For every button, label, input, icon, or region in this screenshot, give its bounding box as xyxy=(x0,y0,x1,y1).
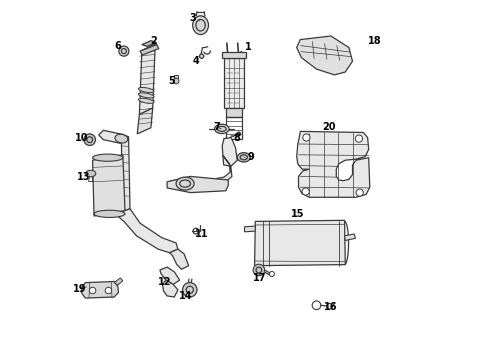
Polygon shape xyxy=(140,45,159,55)
Polygon shape xyxy=(92,155,125,216)
Text: 20: 20 xyxy=(322,122,335,132)
Ellipse shape xyxy=(92,154,122,161)
Polygon shape xyxy=(296,131,369,197)
Circle shape xyxy=(84,134,95,145)
Text: 7: 7 xyxy=(213,122,221,132)
Polygon shape xyxy=(344,234,355,240)
Ellipse shape xyxy=(192,16,208,35)
Text: 13: 13 xyxy=(76,172,90,182)
Circle shape xyxy=(355,189,363,196)
Ellipse shape xyxy=(237,153,250,162)
Polygon shape xyxy=(139,44,155,114)
Text: 11: 11 xyxy=(195,229,208,239)
Text: 2: 2 xyxy=(150,36,157,46)
Polygon shape xyxy=(99,130,125,143)
Text: 18: 18 xyxy=(367,36,381,46)
Text: 3: 3 xyxy=(188,13,199,23)
Ellipse shape xyxy=(138,98,154,103)
Polygon shape xyxy=(160,267,179,284)
Text: 15: 15 xyxy=(290,209,304,219)
Circle shape xyxy=(182,283,197,297)
Circle shape xyxy=(355,135,362,142)
Text: 9: 9 xyxy=(244,152,254,162)
Polygon shape xyxy=(114,278,122,285)
Polygon shape xyxy=(222,52,245,58)
Text: 19: 19 xyxy=(73,284,86,294)
Ellipse shape xyxy=(94,210,125,217)
Text: 6: 6 xyxy=(114,41,121,51)
Polygon shape xyxy=(225,108,242,117)
Ellipse shape xyxy=(214,124,228,134)
Circle shape xyxy=(253,264,264,276)
Ellipse shape xyxy=(115,134,127,143)
Polygon shape xyxy=(81,282,118,298)
Circle shape xyxy=(302,188,309,195)
Text: 14: 14 xyxy=(179,291,193,301)
Polygon shape xyxy=(191,156,231,187)
Text: 17: 17 xyxy=(253,273,266,283)
Text: 10: 10 xyxy=(75,132,88,143)
Circle shape xyxy=(199,54,203,58)
Text: 5: 5 xyxy=(168,76,175,86)
Circle shape xyxy=(105,287,111,294)
Circle shape xyxy=(302,134,309,141)
Text: 8: 8 xyxy=(231,132,240,143)
Ellipse shape xyxy=(138,87,154,93)
Text: 12: 12 xyxy=(158,276,171,287)
Polygon shape xyxy=(167,176,228,193)
Ellipse shape xyxy=(176,177,194,190)
Polygon shape xyxy=(115,209,178,253)
Text: 16: 16 xyxy=(324,302,337,312)
Polygon shape xyxy=(142,41,156,46)
Polygon shape xyxy=(174,75,178,78)
Polygon shape xyxy=(244,226,255,232)
Polygon shape xyxy=(254,220,345,266)
Polygon shape xyxy=(121,134,130,212)
Circle shape xyxy=(89,287,96,294)
Circle shape xyxy=(119,46,129,56)
Polygon shape xyxy=(169,249,188,269)
Polygon shape xyxy=(224,58,244,108)
Ellipse shape xyxy=(85,170,96,177)
Text: 1: 1 xyxy=(240,42,251,52)
Circle shape xyxy=(173,78,179,84)
Ellipse shape xyxy=(138,93,154,98)
Polygon shape xyxy=(222,138,237,166)
Polygon shape xyxy=(296,36,352,75)
Polygon shape xyxy=(162,280,178,297)
Polygon shape xyxy=(137,108,152,134)
Text: 4: 4 xyxy=(192,56,199,66)
